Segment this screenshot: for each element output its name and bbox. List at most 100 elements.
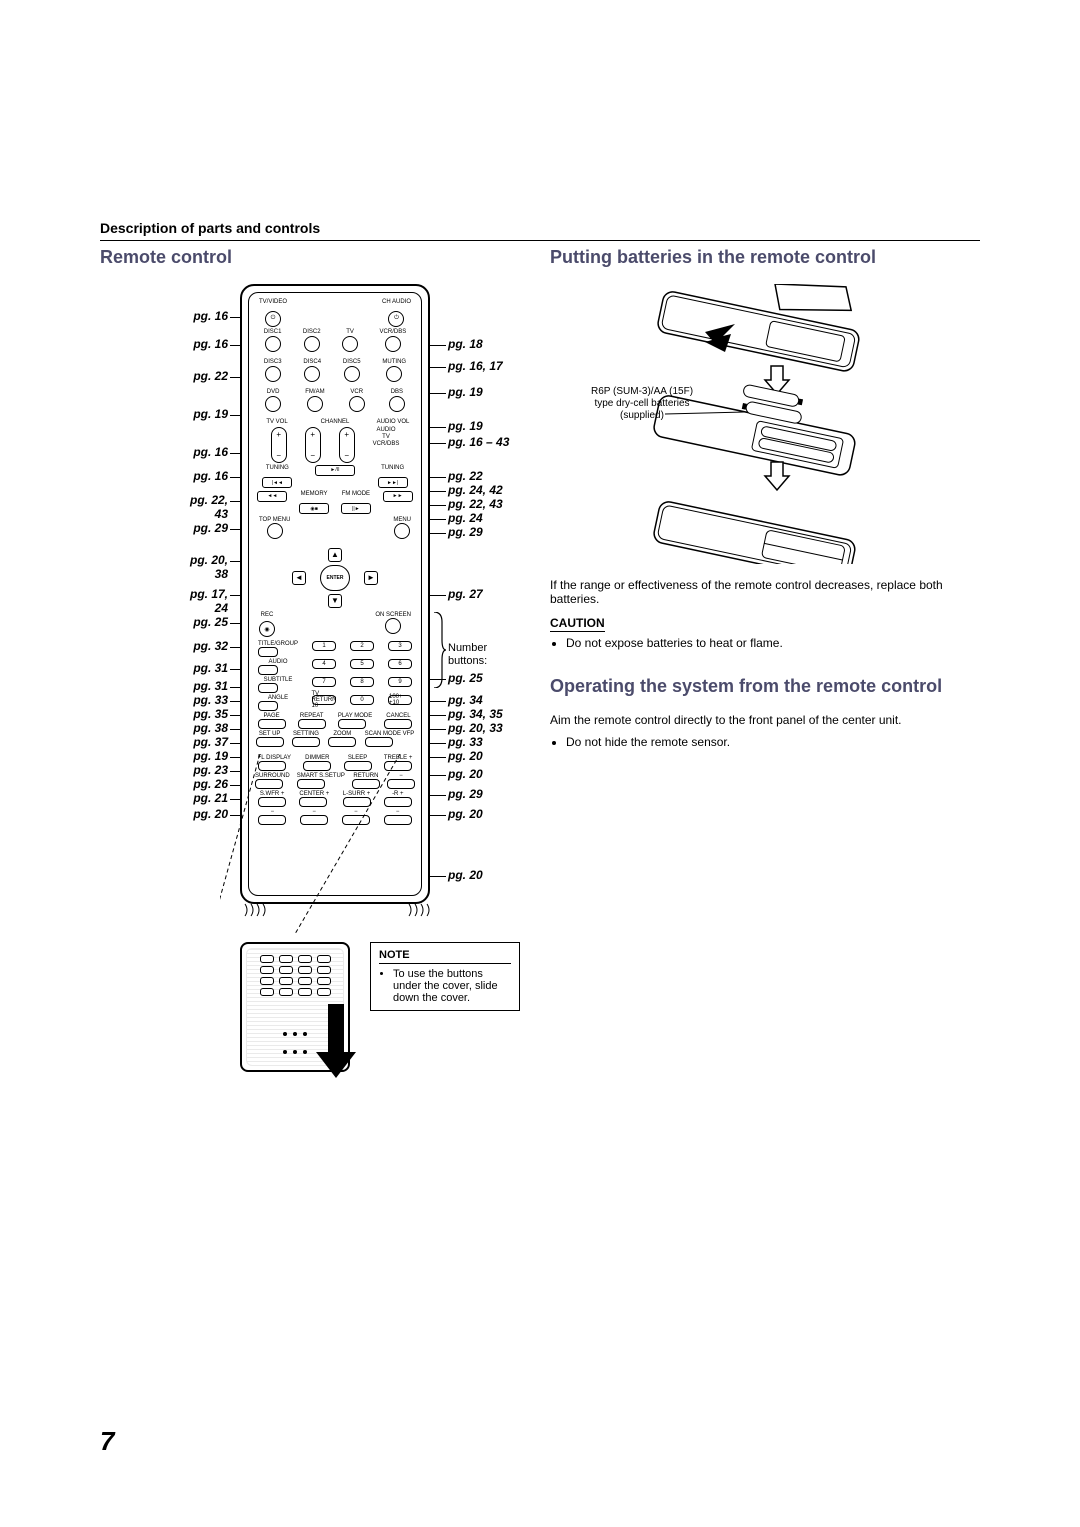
page-ref-label: pg. 31 [100,662,228,676]
top-menu-button[interactable] [267,523,283,539]
ch-audio-button[interactable]: ⏻ [388,311,404,327]
disc5-button[interactable] [344,366,360,382]
page-ref-label: pg. 34 [448,694,483,708]
tuning-next-button[interactable]: ►►| [378,477,408,488]
battery-install-figure: R6P (SUM-3)/AA (15F) type dry-cell batte… [605,284,925,564]
page-ref-label: pg. 16, 17 [448,360,503,374]
disc1-button[interactable] [265,336,281,352]
menu-button[interactable] [394,523,410,539]
page-ref-label: pg. 31 [100,680,228,694]
play-mode-button[interactable] [338,719,366,729]
tuning-prev-button[interactable]: |◄◄ [262,477,292,488]
page-ref-label: pg. 22 [448,470,483,484]
play-pause-button[interactable]: ►/II [315,465,355,476]
operating-heading: Operating the system from the remote con… [550,676,980,697]
zoom-button[interactable] [328,737,356,747]
page-ref-label: pg. 37 [100,736,228,750]
number-buttons-label: Numberbuttons: [448,642,487,667]
page-ref-label: pg. 22,43 [100,494,228,522]
vcr-button[interactable] [349,396,365,412]
angle-button[interactable] [258,701,278,711]
dbs-button[interactable] [389,396,405,412]
tv-video-button[interactable]: ⏻ [265,311,281,327]
disc3-button[interactable] [265,366,281,382]
set-up-button[interactable] [256,737,284,747]
cursor-left-button[interactable]: ◄ [292,571,306,585]
cursor-up-button[interactable]: ▲ [328,548,342,562]
battery-replace-text: If the range or effectiveness of the rem… [550,578,980,606]
cursor-pad: ▲ ▼ ◄ ► ENTER [280,548,390,608]
number-100++10-button[interactable]: 100+ +10 [388,695,412,705]
ff-button[interactable]: ►► [383,491,413,502]
number-buttons-brace [432,612,446,688]
scan-mode-vfp-button[interactable] [365,737,393,747]
tv-button[interactable] [342,336,358,352]
page-ref-label: pg. 20,38 [100,554,228,582]
tv-vol-rocker[interactable]: +− [271,427,287,463]
page-ref-label: pg. 16 [100,470,228,484]
number-3-button[interactable]: 3 [388,641,412,651]
page-ref-label: pg. 20 [100,808,228,822]
number-7-button[interactable]: 7 [312,677,336,687]
channel-rocker[interactable]: +− [305,427,321,463]
page-ref-label: pg. 25 [448,672,483,686]
rec-button[interactable]: ◉ [259,621,275,637]
page-ref-label: pg. 35 [100,708,228,722]
cover-note-box: NOTE To use the buttons under the cover,… [370,942,520,1011]
caution-heading: CAUTION [550,616,605,632]
operating-text: Aim the remote control directly to the f… [550,713,980,727]
page-ref-label: pg. 19 [448,386,483,400]
page-ref-label: pg. 16 [100,446,228,460]
page-ref-label: pg. 25 [100,616,228,630]
battery-type-label: R6P (SUM-3)/AA (15F) type dry-cell batte… [587,386,697,422]
page-ref-label: pg. 29 [448,526,483,540]
page-ref-label: pg. 22, 43 [448,498,503,512]
number-8-button[interactable]: 8 [350,677,374,687]
page-ref-label: pg. 17,24 [100,588,228,616]
setting-button[interactable] [292,737,320,747]
audio-vol-rocker[interactable]: +− [339,427,355,463]
muting-button[interactable] [386,366,402,382]
number-2-button[interactable]: 2 [350,641,374,651]
cursor-down-button[interactable]: ▼ [328,594,342,608]
caution-text: Do not expose batteries to heat or flame… [566,636,980,650]
number-5-button[interactable]: 5 [350,659,374,669]
audio-button[interactable] [258,665,278,675]
page-button[interactable] [258,719,286,729]
disc4-button[interactable] [304,366,320,382]
page-ref-label: pg. 16 [100,338,228,352]
number-9-button[interactable]: 9 [388,677,412,687]
number-6-button[interactable]: 6 [388,659,412,669]
page-number: 7 [100,1426,114,1457]
page-ref-label: pg. 24, 42 [448,484,503,498]
page-ref-label: pg. 26 [100,778,228,792]
fm-mode-button[interactable]: ||► [341,503,371,514]
dvd-button[interactable] [265,396,281,412]
rew-button[interactable]: ◄◄ [257,491,287,502]
memory-button[interactable]: ◉■ [299,503,329,514]
repeat-button[interactable] [298,719,326,729]
cancel-button[interactable] [384,719,412,729]
operating-bullet: Do not hide the remote sensor. [566,735,980,749]
page-ref-label: pg. 20, 33 [448,722,503,736]
title-group-button[interactable] [258,647,278,657]
disc2-button[interactable] [304,336,320,352]
number-TVRETURN10-button[interactable]: TV RETURN 10 [312,695,336,705]
column-right: Putting batteries in the remote control [550,247,980,1094]
cursor-right-button[interactable]: ► [364,571,378,585]
number-4-button[interactable]: 4 [312,659,336,669]
fm-am-button[interactable] [307,396,323,412]
page-ref-label: pg. 22 [100,370,228,384]
vcr-dbs-button[interactable] [385,336,401,352]
note-text: To use the buttons under the cover, slid… [393,968,511,1004]
number-0-button[interactable]: 0 [350,695,374,705]
column-left: Remote control pg. 16pg. 16pg. 22pg. 19p… [100,247,520,1094]
subtitle-button[interactable] [258,683,278,693]
page-ref-label: pg. 38 [100,722,228,736]
page-ref-label: pg. 32 [100,640,228,654]
batteries-heading: Putting batteries in the remote control [550,247,980,268]
on-screen-button[interactable] [385,618,401,634]
enter-button[interactable]: ENTER [320,565,350,591]
page-header: Description of parts and controls [100,220,980,241]
number-1-button[interactable]: 1 [312,641,336,651]
